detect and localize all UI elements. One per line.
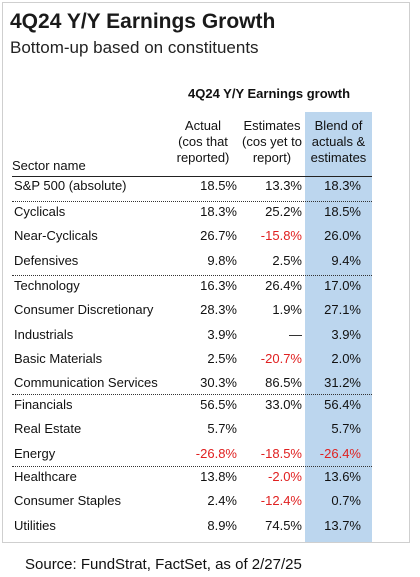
blend-highlight-band bbox=[305, 112, 372, 542]
table-row: Consumer Discretionary 28.3% 1.9% 27.1% bbox=[0, 302, 420, 324]
table-row: Real Estate 5.7% 5.7% bbox=[0, 421, 420, 443]
header-estimates-line: report) bbox=[252, 150, 292, 165]
table-row: Industrials 3.9% — 3.9% bbox=[0, 327, 420, 349]
table-row: Near-Cyclicals 26.7% -15.8% 26.0% bbox=[0, 228, 420, 250]
figure-frame bbox=[2, 2, 410, 543]
group-divider bbox=[12, 201, 372, 202]
estimates-value-cell: 26.4% bbox=[265, 278, 302, 293]
estimates-value-cell: 25.2% bbox=[265, 204, 302, 219]
sector-name-cell: S&P 500 (absolute) bbox=[14, 178, 127, 193]
estimates-value-cell: -2.0% bbox=[268, 469, 302, 484]
actual-value-cell: 13.8% bbox=[200, 469, 237, 484]
blend-value-cell: 26.0% bbox=[324, 228, 361, 244]
header-estimates-line: (cos yet to bbox=[242, 134, 302, 149]
table-row: S&P 500 (absolute) 18.5% 13.3% 18.3% bbox=[0, 178, 420, 200]
table-title: 4Q24 Y/Y Earnings growth bbox=[188, 86, 351, 101]
blend-value-cell: 18.5% bbox=[324, 204, 361, 219]
table-row: Energy -26.8% -18.5% -26.4% bbox=[0, 446, 420, 468]
header-blend: Blend of actuals & estimates bbox=[305, 118, 372, 166]
estimates-value-cell: -12.4% bbox=[260, 493, 302, 509]
table-row: Basic Materials 2.5% -20.7% 2.0% bbox=[0, 351, 420, 373]
table-row: Healthcare 13.8% -2.0% 13.6% bbox=[0, 469, 420, 491]
group-divider bbox=[12, 275, 372, 276]
sector-name-cell: Energy bbox=[14, 445, 56, 461]
sector-name-cell: Technology bbox=[14, 278, 80, 293]
header-estimates-line: Estimates bbox=[243, 118, 301, 133]
header-actual-line: reported) bbox=[176, 150, 230, 165]
chart-subtitle: Bottom-up based on constituents bbox=[10, 38, 259, 57]
estimates-value-cell: 1.9% bbox=[272, 302, 302, 318]
actual-value-cell: 9.8% bbox=[207, 252, 237, 268]
table-row: Utilities 8.9% 74.5% 13.7% bbox=[0, 518, 420, 540]
blend-value-cell: 9.4% bbox=[331, 252, 361, 268]
blend-value-cell: 5.7% bbox=[331, 421, 361, 437]
group-divider bbox=[12, 466, 372, 467]
estimates-value-cell: 33.0% bbox=[265, 397, 302, 412]
estimates-value-cell: -15.8% bbox=[260, 228, 302, 244]
sector-name-cell: Communication Services bbox=[14, 375, 158, 391]
sector-name-cell: Defensives bbox=[14, 252, 79, 268]
actual-value-cell: 16.3% bbox=[200, 278, 237, 293]
blend-value-cell: 18.3% bbox=[324, 178, 361, 193]
blend-value-cell: 13.7% bbox=[324, 517, 361, 533]
header-actual: Actual (cos that reported) bbox=[170, 118, 236, 166]
actual-value-cell: 8.9% bbox=[207, 517, 237, 533]
table-row: Financials 56.5% 33.0% 56.4% bbox=[0, 397, 420, 419]
blend-value-cell: 13.6% bbox=[324, 469, 361, 484]
sector-name-cell: Basic Materials bbox=[14, 350, 103, 366]
sector-name-cell: Consumer Discretionary bbox=[14, 302, 154, 318]
chart-title: 4Q24 Y/Y Earnings Growth bbox=[10, 10, 276, 33]
blend-value-cell: 27.1% bbox=[324, 302, 361, 318]
table-row: Defensives 9.8% 2.5% 9.4% bbox=[0, 253, 420, 275]
header-blend-line: Blend of bbox=[314, 118, 363, 133]
blend-value-cell: 3.9% bbox=[331, 326, 361, 342]
table-row: Technology 16.3% 26.4% 17.0% bbox=[0, 278, 420, 300]
estimates-value-cell: 13.3% bbox=[265, 178, 302, 193]
sector-name-cell: Near-Cyclicals bbox=[14, 228, 98, 244]
header-actual-line: (cos that bbox=[178, 134, 228, 149]
group-divider bbox=[12, 394, 372, 395]
sector-name-cell: Utilities bbox=[14, 517, 56, 533]
header-actual-line: Actual bbox=[184, 118, 222, 133]
estimates-value-cell: 86.5% bbox=[265, 375, 302, 391]
sector-name-cell: Cyclicals bbox=[14, 204, 66, 219]
blend-value-cell: -26.4% bbox=[319, 445, 361, 461]
sector-name-cell: Financials bbox=[14, 397, 73, 412]
estimates-value-cell: -18.5% bbox=[260, 445, 302, 461]
actual-value-cell: 26.7% bbox=[200, 228, 237, 244]
blend-value-cell: 2.0% bbox=[331, 350, 361, 366]
actual-value-cell: 28.3% bbox=[200, 302, 237, 318]
header-estimates: Estimates (cos yet to report) bbox=[238, 118, 306, 166]
header-blend-line: actuals & bbox=[311, 134, 366, 149]
blend-value-cell: 56.4% bbox=[324, 397, 361, 412]
actual-value-cell: 2.4% bbox=[207, 493, 237, 509]
actual-value-cell: 30.3% bbox=[200, 375, 237, 391]
actual-value-cell: -26.8% bbox=[195, 445, 237, 461]
actual-value-cell: 18.3% bbox=[200, 204, 237, 219]
actual-value-cell: 56.5% bbox=[200, 397, 237, 412]
actual-value-cell: 5.7% bbox=[207, 421, 237, 437]
table-row: Communication Services 30.3% 86.5% 31.2% bbox=[0, 375, 420, 397]
actual-value-cell: 3.9% bbox=[207, 326, 237, 342]
blend-value-cell: 0.7% bbox=[331, 493, 361, 509]
blend-value-cell: 17.0% bbox=[324, 278, 361, 293]
table-row: Consumer Staples 2.4% -12.4% 0.7% bbox=[0, 493, 420, 515]
actual-value-cell: 18.5% bbox=[200, 178, 237, 193]
table-row: Cyclicals 18.3% 25.2% 18.5% bbox=[0, 204, 420, 226]
source-note: Source: FundStrat, FactSet, as of 2/27/2… bbox=[25, 556, 302, 573]
header-sector: Sector name bbox=[12, 158, 86, 173]
header-blend-line: estimates bbox=[310, 150, 367, 165]
estimates-value-cell: 74.5% bbox=[265, 517, 302, 533]
blend-value-cell: 31.2% bbox=[324, 375, 361, 391]
header-rule bbox=[12, 176, 372, 177]
sector-name-cell: Industrials bbox=[14, 326, 74, 342]
sector-name-cell: Consumer Staples bbox=[14, 493, 121, 509]
estimates-value-cell: 2.5% bbox=[272, 252, 302, 268]
estimates-value-cell: — bbox=[289, 326, 302, 342]
actual-value-cell: 2.5% bbox=[207, 350, 237, 366]
estimates-value-cell: -20.7% bbox=[260, 350, 302, 366]
sector-name-cell: Real Estate bbox=[14, 421, 82, 437]
sector-name-cell: Healthcare bbox=[14, 469, 77, 484]
